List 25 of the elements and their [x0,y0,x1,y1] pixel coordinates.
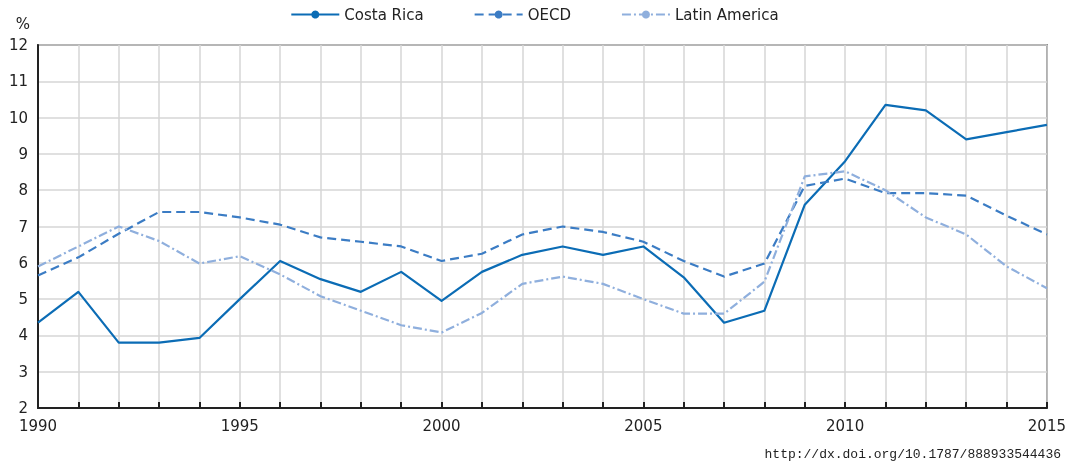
y-tick-label: 6 [18,253,28,272]
y-tick-label: 10 [8,108,28,127]
legend-label: Costa Rica [344,5,424,24]
y-tick-label: 3 [18,362,28,381]
x-tick-label: 2000 [422,416,461,435]
x-tick-label: 2005 [624,416,663,435]
y-tick-label: 11 [8,72,28,91]
x-tick-label: 2010 [826,416,865,435]
y-tick-label: 8 [18,181,28,200]
x-tick-label: 1995 [220,416,259,435]
legend-label: OECD [527,5,571,24]
y-tick-label: 2 [18,399,28,417]
y-tick-label: 9 [18,144,28,163]
y-axis-title: % [15,14,30,33]
line-series [36,170,1049,334]
legend-label: Latin America [674,5,779,24]
x-tick-label: 2015 [1027,416,1067,435]
x-tick-label: 1990 [18,416,58,435]
y-tick-label: 4 [18,326,28,345]
line-series [36,103,1049,344]
y-tick-label: 12 [8,36,28,54]
y-tick-label: 5 [18,290,28,309]
line-series [36,177,1049,278]
text: http://dx.doi.org/10.1787/888933544436 [764,447,1061,462]
y-tick-label: 7 [18,217,28,236]
